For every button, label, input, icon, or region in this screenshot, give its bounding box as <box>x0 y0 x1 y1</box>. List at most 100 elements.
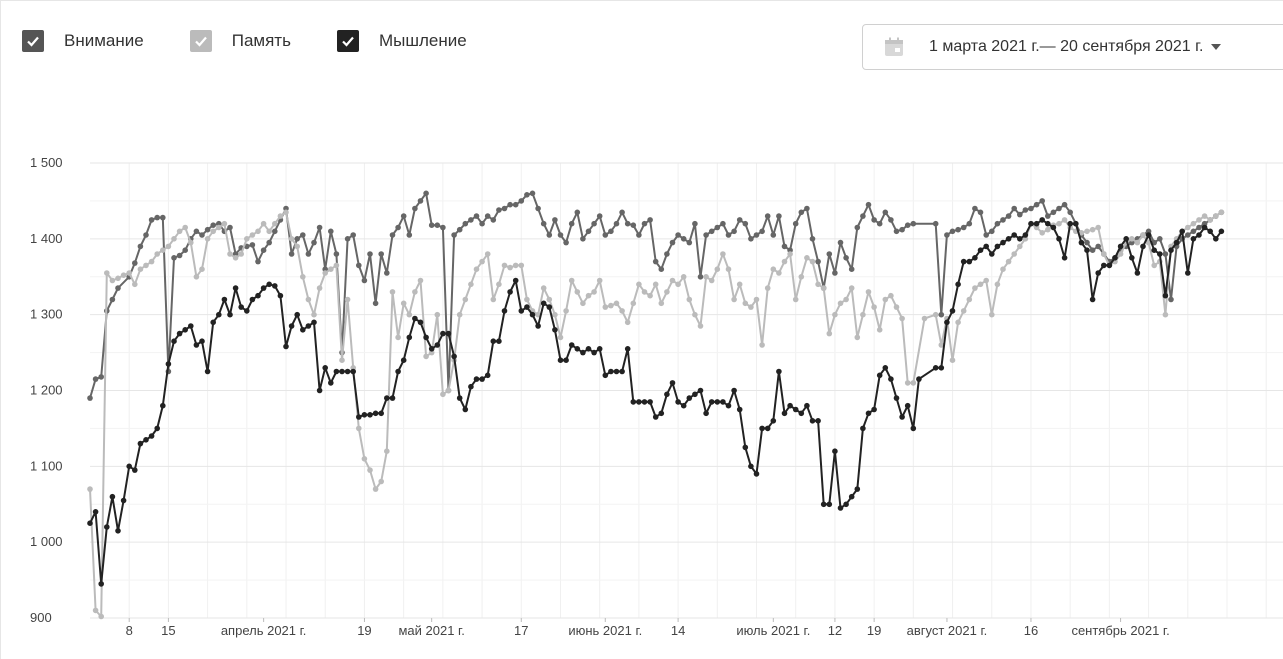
data-point[interactable] <box>652 258 659 265</box>
data-point[interactable] <box>630 399 637 405</box>
data-point[interactable] <box>882 209 889 216</box>
data-point[interactable] <box>316 224 323 231</box>
data-point[interactable] <box>171 254 177 261</box>
data-point[interactable] <box>798 274 805 280</box>
data-point[interactable] <box>781 410 788 417</box>
data-point[interactable] <box>244 236 250 242</box>
data-point[interactable] <box>311 239 317 246</box>
data-point[interactable] <box>160 214 166 221</box>
data-point[interactable] <box>624 220 631 227</box>
data-point[interactable] <box>1045 220 1051 227</box>
data-point[interactable] <box>820 501 827 508</box>
data-point[interactable] <box>1022 207 1029 213</box>
data-point[interactable] <box>126 463 132 470</box>
data-point[interactable] <box>888 217 894 223</box>
data-point[interactable] <box>815 281 821 288</box>
data-point[interactable] <box>311 311 317 318</box>
data-point[interactable] <box>865 410 872 417</box>
data-point[interactable] <box>596 277 603 284</box>
data-point[interactable] <box>272 220 278 227</box>
data-point[interactable] <box>994 220 1001 227</box>
data-point[interactable] <box>686 395 693 401</box>
data-point[interactable] <box>854 224 861 231</box>
data-point[interactable] <box>568 277 575 284</box>
data-point[interactable] <box>871 406 877 413</box>
data-point[interactable] <box>87 486 93 492</box>
data-point[interactable] <box>389 232 396 238</box>
data-point[interactable] <box>462 296 469 303</box>
data-point[interactable] <box>412 315 418 322</box>
data-point[interactable] <box>792 296 799 303</box>
data-point[interactable] <box>608 302 614 309</box>
data-point[interactable] <box>692 311 698 318</box>
data-point[interactable] <box>972 285 978 291</box>
data-point[interactable] <box>871 217 877 223</box>
data-point[interactable] <box>843 254 849 261</box>
data-point[interactable] <box>316 387 323 394</box>
data-point[interactable] <box>1218 228 1225 235</box>
data-point[interactable] <box>132 260 138 266</box>
data-point[interactable] <box>949 308 956 314</box>
data-point[interactable] <box>1067 220 1073 227</box>
data-point[interactable] <box>249 242 256 248</box>
data-point[interactable] <box>848 285 855 291</box>
data-point[interactable] <box>809 418 816 424</box>
data-point[interactable] <box>367 412 373 418</box>
data-point[interactable] <box>367 251 373 257</box>
data-point[interactable] <box>227 224 233 231</box>
data-point[interactable] <box>591 289 597 295</box>
data-point[interactable] <box>361 456 368 462</box>
data-point[interactable] <box>613 368 620 375</box>
data-point[interactable] <box>104 270 110 276</box>
data-point[interactable] <box>854 334 861 341</box>
data-point[interactable] <box>932 365 939 371</box>
data-point[interactable] <box>546 232 553 238</box>
data-point[interactable] <box>512 277 519 284</box>
data-point[interactable] <box>120 272 127 279</box>
data-point[interactable] <box>350 368 357 375</box>
data-point[interactable] <box>613 300 620 307</box>
data-point[interactable] <box>484 251 491 257</box>
data-point[interactable] <box>1140 243 1146 250</box>
data-point[interactable] <box>1173 239 1180 246</box>
data-point[interactable] <box>1185 270 1191 276</box>
data-point[interactable] <box>624 346 631 352</box>
data-point[interactable] <box>316 285 323 291</box>
data-point[interactable] <box>143 437 149 443</box>
data-point[interactable] <box>1101 262 1107 269</box>
data-point[interactable] <box>636 281 642 288</box>
data-point[interactable] <box>860 425 866 432</box>
data-point[interactable] <box>406 334 413 341</box>
data-point[interactable] <box>1056 220 1062 227</box>
data-point[interactable] <box>1190 236 1197 242</box>
data-point[interactable] <box>832 270 838 276</box>
data-point[interactable] <box>115 275 121 282</box>
data-point[interactable] <box>675 281 681 288</box>
data-point[interactable] <box>809 258 816 265</box>
data-point[interactable] <box>697 387 704 394</box>
data-point[interactable] <box>804 254 810 261</box>
data-point[interactable] <box>300 274 306 280</box>
data-point[interactable] <box>753 232 760 238</box>
data-point[interactable] <box>171 338 177 345</box>
data-point[interactable] <box>619 368 625 375</box>
data-point[interactable] <box>921 315 928 322</box>
data-point[interactable] <box>742 444 749 451</box>
data-point[interactable] <box>266 239 273 246</box>
data-point[interactable] <box>832 311 838 318</box>
data-point[interactable] <box>1061 217 1068 223</box>
data-point[interactable] <box>1028 220 1034 227</box>
data-point[interactable] <box>546 296 553 303</box>
data-point[interactable] <box>1207 217 1213 223</box>
data-point[interactable] <box>826 330 833 337</box>
data-point[interactable] <box>154 214 160 221</box>
data-point[interactable] <box>776 213 782 219</box>
data-point[interactable] <box>910 220 917 227</box>
data-point[interactable] <box>557 357 564 364</box>
data-point[interactable] <box>98 613 104 620</box>
data-point[interactable] <box>92 376 99 382</box>
data-point[interactable] <box>434 342 441 348</box>
data-point[interactable] <box>708 228 715 235</box>
data-point[interactable] <box>1190 220 1197 227</box>
data-point[interactable] <box>154 251 160 257</box>
